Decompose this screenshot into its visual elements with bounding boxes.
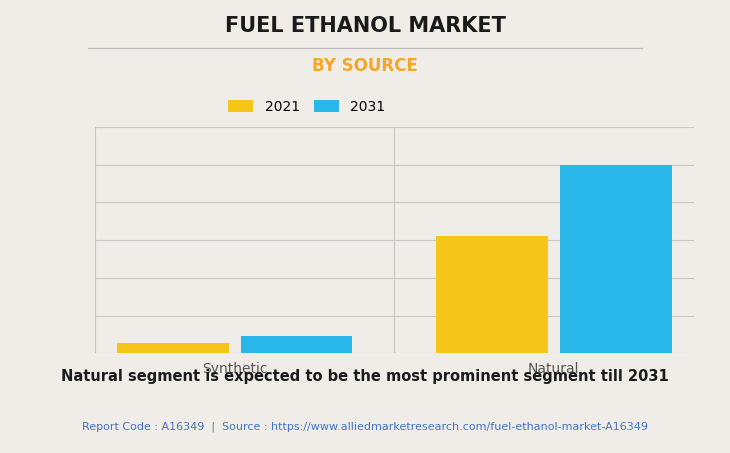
Text: BY SOURCE: BY SOURCE — [312, 57, 418, 75]
Text: FUEL ETHANOL MARKET: FUEL ETHANOL MARKET — [225, 16, 505, 36]
Bar — [436, 236, 548, 353]
Text: Natural segment is expected to be the most prominent segment till 2031: Natural segment is expected to be the mo… — [61, 369, 669, 384]
Legend: 2021, 2031: 2021, 2031 — [228, 100, 385, 114]
Bar — [560, 165, 672, 353]
Text: Report Code : A16349  |  Source : https://www.alliedmarketresearch.com/fuel-etha: Report Code : A16349 | Source : https://… — [82, 421, 648, 432]
Bar — [241, 336, 353, 353]
Bar — [117, 343, 228, 353]
